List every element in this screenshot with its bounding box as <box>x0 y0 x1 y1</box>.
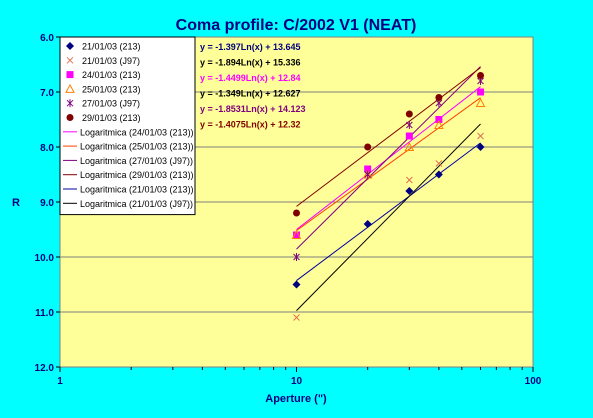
data-point <box>364 170 372 179</box>
legend-entry: 24/01/03 (213) <box>82 70 141 80</box>
legend-entry: Logaritmica (27/01/03 (J97)) <box>80 156 193 166</box>
equation-label: y = -1.4075Ln(x) + 12.32 <box>200 120 301 130</box>
legend-marker <box>66 114 74 121</box>
legend-box <box>59 36 196 216</box>
chart-title: Coma profile: C/2002 V1 (NEAT) <box>176 17 417 34</box>
data-point <box>293 314 300 321</box>
x-axis-label: Aperture (") <box>265 393 327 405</box>
legend-entry: 29/01/03 (213) <box>82 113 141 123</box>
x-tick-label: 10 <box>291 376 303 387</box>
equation-label: y = -1.397Ln(x) + 13.645 <box>200 42 301 52</box>
y-axis-label: R <box>12 197 20 209</box>
legend-marker <box>66 56 74 64</box>
legend-entry: 27/01/03 (J97) <box>82 99 140 109</box>
trendline <box>296 123 481 311</box>
equation-label: y = -1.8531Ln(x) + 14.123 <box>200 104 306 114</box>
trendline <box>296 66 481 250</box>
legend-entry: Logaritmica (24/01/03 (213)) <box>80 127 194 137</box>
y-tick-label: 7.0 <box>40 88 54 99</box>
data-point-layer <box>291 72 486 321</box>
trendline <box>296 67 481 207</box>
y-tick-label: 10.0 <box>35 253 55 264</box>
data-point <box>363 220 372 228</box>
data-point <box>477 88 485 96</box>
legend-entry: 21/01/03 (J97) <box>82 56 140 66</box>
data-point <box>434 170 443 179</box>
data-point <box>293 209 300 217</box>
equation-label: y = -1.4499Ln(x) + 12.84 <box>200 73 301 83</box>
data-point <box>405 110 413 118</box>
legend-marker <box>66 99 74 108</box>
annotation-layer: y = -1.397Ln(x) + 13.645 y = -1.894Ln(x) … <box>200 42 306 130</box>
y-tick-label: 6.0 <box>40 33 54 44</box>
data-point <box>293 253 300 261</box>
data-point <box>405 176 413 184</box>
axis-layer: 6.0 7.0 8.0 9.0 10.0 11.0 12.01 10 100 <box>35 33 542 387</box>
trendline <box>296 97 481 232</box>
legend-marker <box>66 42 74 50</box>
y-tick-label: 11.0 <box>35 308 54 319</box>
legend-entry: Logaritmica (21/01/03 (J97)) <box>80 199 193 209</box>
trendline <box>296 142 481 281</box>
data-point <box>435 160 443 167</box>
data-point <box>435 116 443 123</box>
data-point <box>291 229 302 239</box>
legend: 21/01/03 (213) 21/01/03 (J97) 24/01/03 (21… <box>59 36 196 216</box>
data-point <box>477 72 485 79</box>
legend-entry: 25/01/03 (213) <box>82 84 141 94</box>
data-point <box>292 280 301 289</box>
data-point <box>477 132 484 140</box>
trendline-layer <box>296 66 481 311</box>
data-point <box>435 94 443 101</box>
data-point <box>364 143 372 151</box>
data-point <box>405 132 413 140</box>
legend-entry: Logaritmica (25/01/03 (213)) <box>80 142 194 152</box>
data-point <box>364 165 372 173</box>
legend-marker <box>66 71 74 79</box>
x-tick-label: 100 <box>525 376 542 387</box>
data-point <box>475 97 486 107</box>
data-point <box>476 143 485 151</box>
y-tick-label: 8.0 <box>40 143 54 154</box>
equation-label: y = -1.349Ln(x) + 12.627 <box>200 89 301 99</box>
data-point <box>405 121 413 129</box>
legend-entry: 21/01/03 (213) <box>82 42 141 52</box>
legend-marker <box>65 83 75 93</box>
x-tick-label: 1 <box>57 376 63 387</box>
legend-entry: Logaritmica (29/01/03 (213)) <box>80 170 194 180</box>
data-point <box>404 141 415 151</box>
data-point <box>293 231 300 239</box>
y-tick-label: 12.0 <box>35 363 55 374</box>
y-tick-label: 9.0 <box>40 198 54 209</box>
legend-entry: Logaritmica (21/01/03 (213)) <box>80 185 194 195</box>
equation-label: y = -1.894Ln(x) + 15.336 <box>200 58 301 68</box>
data-point <box>434 119 444 129</box>
data-point <box>405 187 414 195</box>
